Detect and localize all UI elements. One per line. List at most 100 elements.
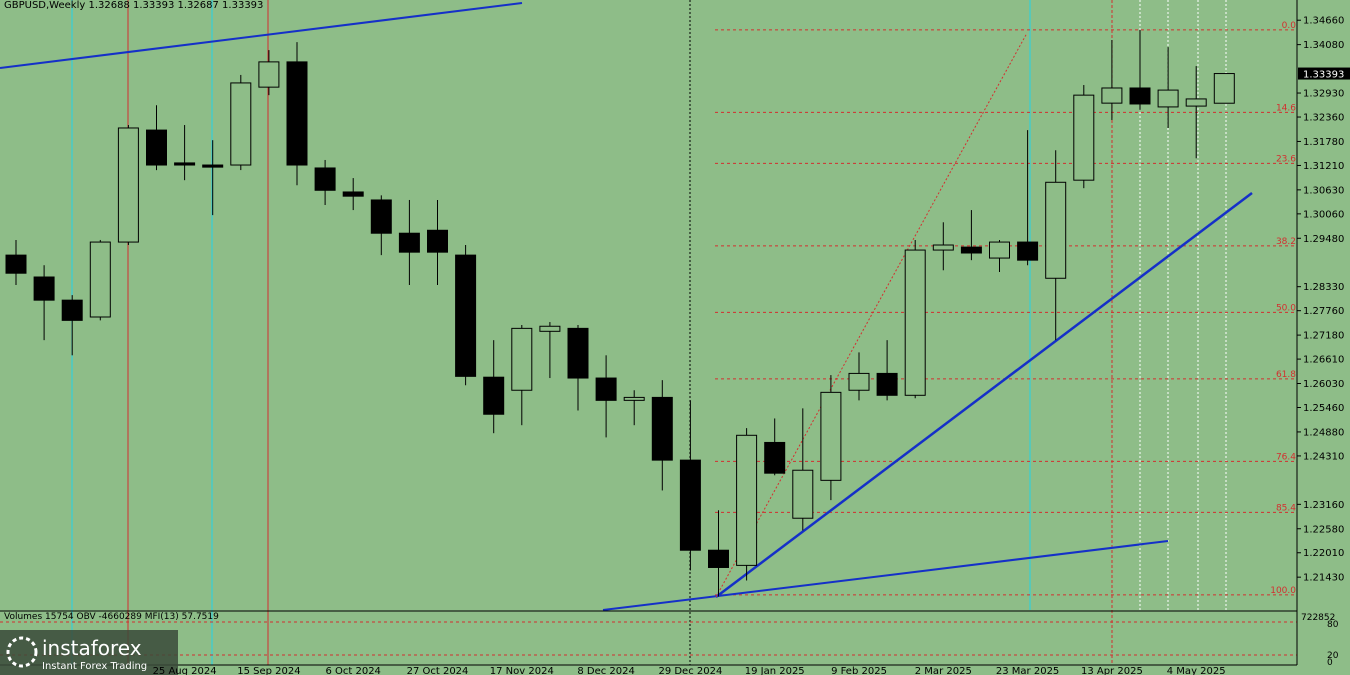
candle-body bbox=[820, 391, 842, 481]
candle-body bbox=[1157, 89, 1179, 108]
candle-body bbox=[258, 61, 280, 88]
candle-body bbox=[792, 469, 814, 519]
candle-body bbox=[174, 162, 196, 166]
candle-body bbox=[1045, 181, 1067, 279]
candle-body bbox=[117, 127, 139, 243]
y-tick-label: 1.26030 bbox=[1303, 379, 1344, 390]
x-tick-label: 23 Mar 2025 bbox=[996, 666, 1059, 675]
y-tick-label: 1.27180 bbox=[1303, 331, 1344, 342]
candle-body bbox=[1213, 73, 1235, 104]
candle-body bbox=[89, 241, 111, 318]
y-tick-label: 1.32930 bbox=[1303, 89, 1344, 100]
candle-body bbox=[1101, 87, 1123, 104]
candle-body bbox=[1073, 94, 1095, 181]
candle-body bbox=[623, 396, 645, 401]
trend-lines bbox=[0, 2, 1253, 611]
indicator-scale-label: 722852 bbox=[1301, 613, 1335, 623]
logo-icon bbox=[6, 636, 38, 668]
fib-level-label: 85.4 bbox=[1276, 503, 1296, 513]
candle-body bbox=[595, 377, 617, 401]
candle-body bbox=[989, 241, 1010, 259]
candle-body bbox=[61, 299, 83, 321]
candle-body bbox=[539, 325, 561, 332]
last-price-box bbox=[1298, 67, 1350, 80]
x-tick-label: 8 Dec 2024 bbox=[577, 666, 635, 675]
x-tick-label: 15 Sep 2024 bbox=[237, 666, 300, 675]
candle-body bbox=[679, 459, 701, 551]
x-tick-label: 17 Nov 2024 bbox=[490, 666, 554, 675]
candle-body bbox=[1185, 98, 1207, 107]
x-tick-label: 25 Aug 2024 bbox=[153, 666, 217, 675]
trend-line bbox=[602, 540, 1169, 611]
y-tick-label: 1.24880 bbox=[1303, 427, 1344, 438]
y-tick-label: 1.28330 bbox=[1303, 282, 1344, 293]
indicator-scale-label: 20 bbox=[1327, 651, 1339, 661]
candle-body bbox=[736, 434, 758, 566]
x-tick-label: 27 Oct 2024 bbox=[407, 666, 469, 675]
fib-level-label: 0.0 bbox=[1282, 21, 1297, 31]
candle-body bbox=[370, 199, 392, 234]
candle-body bbox=[455, 254, 477, 377]
brand-name: instaforex bbox=[42, 636, 142, 660]
candle-body bbox=[230, 82, 252, 166]
candle-body bbox=[904, 249, 926, 396]
indicator-scale-label: 80 bbox=[1327, 620, 1339, 630]
fib-level-label: 76.4 bbox=[1276, 452, 1296, 462]
candle-body bbox=[1017, 241, 1039, 261]
candle-body bbox=[764, 441, 786, 474]
candle-body bbox=[398, 232, 420, 253]
candle-body bbox=[651, 396, 673, 461]
y-tick-label: 1.22580 bbox=[1303, 524, 1344, 535]
trend-line bbox=[0, 2, 523, 69]
x-tick-label: 13 Apr 2025 bbox=[1081, 666, 1143, 675]
fib-anchor-line bbox=[715, 32, 1028, 598]
y-tick-label: 1.30630 bbox=[1303, 185, 1344, 196]
y-tick-label: 1.26610 bbox=[1303, 355, 1344, 366]
x-tick-label: 9 Feb 2025 bbox=[831, 666, 887, 675]
logo-box bbox=[0, 630, 178, 675]
chart-title: GBPUSD,Weekly 1.32688 1.33393 1.32687 1.… bbox=[4, 0, 263, 11]
candle-body bbox=[5, 254, 27, 274]
candle-body bbox=[932, 244, 954, 251]
y-tick-label: 1.34080 bbox=[1303, 40, 1344, 51]
fib-level-label: 38.2 bbox=[1276, 237, 1296, 247]
fib-level-label: 50.0 bbox=[1276, 303, 1296, 313]
candle-body bbox=[708, 549, 729, 568]
y-tick-label: 1.29480 bbox=[1303, 234, 1344, 245]
y-tick-label: 1.30060 bbox=[1303, 209, 1344, 220]
y-tick-label: 1.24310 bbox=[1303, 451, 1344, 462]
fib-level-label: 23.6 bbox=[1276, 154, 1296, 164]
candles bbox=[5, 29, 1235, 597]
brand-logo: instaforex Instant Forex Trading bbox=[0, 630, 178, 675]
y-tick-label: 1.32360 bbox=[1303, 113, 1344, 124]
fib-level-label: 14.6 bbox=[1276, 103, 1296, 113]
x-tick-label: 19 Jan 2025 bbox=[745, 666, 805, 675]
y-tick-label: 1.31780 bbox=[1303, 137, 1344, 148]
brand-tagline: Instant Forex Trading bbox=[42, 661, 147, 672]
candle-body bbox=[960, 246, 982, 254]
x-tick-label: 6 Oct 2024 bbox=[325, 666, 380, 675]
indicator-scale-label: 0 bbox=[1327, 658, 1333, 668]
candle-body bbox=[342, 191, 364, 197]
y-tick-label: 1.22010 bbox=[1303, 548, 1344, 559]
candle-body bbox=[483, 376, 505, 415]
candle-body bbox=[427, 229, 448, 253]
y-tick-label: 1.21430 bbox=[1303, 573, 1344, 584]
candle-body bbox=[567, 327, 589, 379]
candle-body bbox=[33, 276, 55, 301]
fib-level-label: 61.8 bbox=[1276, 370, 1296, 380]
trend-line bbox=[715, 192, 1253, 598]
last-price-label: 1.33393 bbox=[1303, 70, 1344, 81]
fib-level-label: 100.0 bbox=[1270, 586, 1296, 596]
candle-body bbox=[848, 372, 870, 391]
candle-body bbox=[286, 61, 308, 166]
indicator-title: Volumes 15754 OBV -4660289 MFI(13) 57.75… bbox=[4, 612, 219, 622]
y-tick-label: 1.25460 bbox=[1303, 403, 1344, 414]
y-tick-label: 1.34660 bbox=[1303, 16, 1344, 27]
x-tick-label: 29 Dec 2024 bbox=[658, 666, 722, 675]
x-tick-label: 2 Mar 2025 bbox=[915, 666, 972, 675]
x-tick-label: 4 May 2025 bbox=[1167, 666, 1226, 675]
candle-body bbox=[146, 129, 167, 166]
y-tick-label: 1.23160 bbox=[1303, 500, 1344, 511]
